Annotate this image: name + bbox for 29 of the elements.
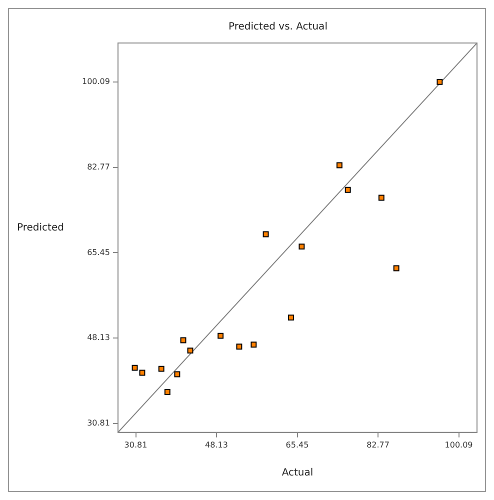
point [236, 344, 242, 350]
y-tick-label: 30.81 [87, 418, 110, 428]
x-tick-label: 100.09 [444, 440, 473, 450]
y-axis-title: Predicted [17, 222, 64, 234]
point [288, 314, 294, 321]
point [378, 194, 384, 201]
point [164, 389, 170, 395]
point [132, 364, 138, 371]
point [344, 186, 351, 193]
y-tick-label: 100.09 [82, 77, 110, 86]
chart-title: Predicted vs. Actual [228, 22, 328, 33]
point [336, 162, 342, 168]
point [436, 78, 443, 85]
point [174, 371, 180, 378]
point [187, 348, 194, 354]
point [218, 332, 224, 339]
y-tick-label: 82.77 [87, 162, 110, 172]
point [158, 366, 164, 372]
x-tick-label: 82.77 [366, 440, 390, 450]
point [298, 244, 305, 250]
x-tick-label: 65.45 [286, 440, 309, 450]
point [393, 265, 400, 272]
point [250, 342, 257, 348]
y-tick-label: 48.13 [87, 333, 110, 342]
y-tick-label: 65.45 [87, 248, 110, 257]
point [262, 231, 269, 238]
x-tick-label: 48.13 [205, 440, 228, 450]
x-axis-title: Actual [282, 468, 314, 479]
x-tick-label: 30.81 [124, 440, 148, 450]
